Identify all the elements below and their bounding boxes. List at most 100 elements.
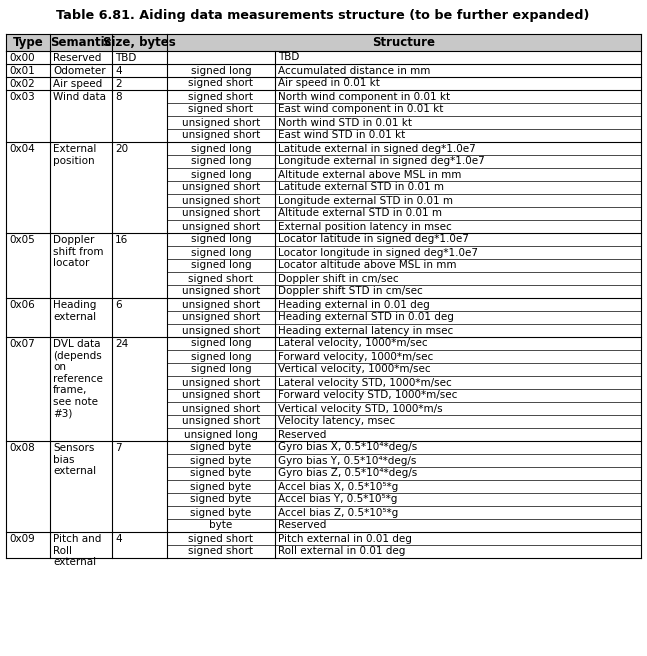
Text: unsigned short: unsigned short — [182, 377, 260, 388]
Bar — [6, 34, 641, 51]
Text: unsigned short: unsigned short — [182, 182, 260, 192]
Text: 0x02: 0x02 — [9, 79, 35, 89]
Text: 0x03: 0x03 — [9, 92, 35, 102]
Text: unsigned short: unsigned short — [182, 222, 260, 232]
Text: North wind STD in 0.01 kt: North wind STD in 0.01 kt — [278, 117, 412, 127]
Text: North wind component in 0.01 kt: North wind component in 0.01 kt — [278, 91, 450, 102]
Bar — [6, 337, 641, 441]
Text: unsigned short: unsigned short — [182, 117, 260, 127]
Text: 16: 16 — [115, 235, 128, 245]
Text: 8: 8 — [115, 92, 122, 102]
Text: unsigned short: unsigned short — [182, 209, 260, 218]
Text: signed byte: signed byte — [190, 468, 252, 478]
Text: Reserved: Reserved — [53, 53, 102, 63]
Text: 0x07: 0x07 — [9, 339, 35, 349]
Text: signed short: signed short — [188, 79, 254, 89]
Text: signed byte: signed byte — [190, 495, 252, 504]
Text: unsigned long: unsigned long — [184, 430, 258, 440]
Bar — [6, 142, 641, 233]
Text: Forward velocity, 1000*m/sec: Forward velocity, 1000*m/sec — [278, 352, 433, 361]
Text: Wind data: Wind data — [53, 92, 106, 102]
Text: Heading
external: Heading external — [53, 300, 96, 321]
Text: Heading external in 0.01 deg: Heading external in 0.01 deg — [278, 300, 430, 310]
Text: unsigned short: unsigned short — [182, 312, 260, 323]
Bar — [6, 298, 641, 337]
Text: unsigned short: unsigned short — [182, 403, 260, 413]
Text: Altitude external STD in 0.01 m: Altitude external STD in 0.01 m — [278, 209, 442, 218]
Text: 0x05: 0x05 — [9, 235, 35, 245]
Text: signed short: signed short — [188, 91, 254, 102]
Text: signed long: signed long — [191, 169, 251, 180]
Text: Reserved: Reserved — [278, 430, 326, 440]
Text: Vertical velocity STD, 1000*m/s: Vertical velocity STD, 1000*m/s — [278, 403, 443, 413]
Text: signed byte: signed byte — [190, 508, 252, 518]
Text: signed short: signed short — [188, 546, 254, 556]
Text: Sensors
bias
external: Sensors bias external — [53, 443, 96, 476]
Bar — [6, 77, 641, 90]
Text: 0x00: 0x00 — [9, 53, 35, 63]
Text: Table 6.81. Aiding data measurements structure (to be further expanded): Table 6.81. Aiding data measurements str… — [56, 9, 589, 22]
Text: signed byte: signed byte — [190, 482, 252, 491]
Text: Gyro bias Z, 0.5*10⁴*deg/s: Gyro bias Z, 0.5*10⁴*deg/s — [278, 468, 417, 478]
Text: Pitch and
Roll
external: Pitch and Roll external — [53, 534, 102, 567]
Text: signed short: signed short — [188, 104, 254, 115]
Text: Latitude external STD in 0.01 m: Latitude external STD in 0.01 m — [278, 182, 444, 192]
Text: 6: 6 — [115, 300, 122, 310]
Text: 0x06: 0x06 — [9, 300, 35, 310]
Text: Lateral velocity STD, 1000*m/sec: Lateral velocity STD, 1000*m/sec — [278, 377, 452, 388]
Text: Type: Type — [13, 36, 43, 49]
Text: DVL data
(depends
on
reference
frame,
see note
#3): DVL data (depends on reference frame, se… — [53, 339, 103, 419]
Text: 0x04: 0x04 — [9, 144, 35, 154]
Text: External position latency in msec: External position latency in msec — [278, 222, 452, 232]
Text: signed short: signed short — [188, 274, 254, 283]
Text: Accel bias X, 0.5*10⁵*g: Accel bias X, 0.5*10⁵*g — [278, 482, 399, 491]
Text: 4: 4 — [115, 66, 122, 76]
Text: Doppler shift STD in cm/sec: Doppler shift STD in cm/sec — [278, 287, 422, 297]
Text: signed long: signed long — [191, 365, 251, 375]
Text: Gyro bias X, 0.5*10⁴*deg/s: Gyro bias X, 0.5*10⁴*deg/s — [278, 443, 417, 453]
Text: Forward velocity STD, 1000*m/sec: Forward velocity STD, 1000*m/sec — [278, 390, 457, 401]
Text: External
position: External position — [53, 144, 96, 165]
Text: signed long: signed long — [191, 260, 251, 270]
Text: Accel bias Y, 0.5*10⁵*g: Accel bias Y, 0.5*10⁵*g — [278, 495, 397, 504]
Text: Altitude external above MSL in mm: Altitude external above MSL in mm — [278, 169, 461, 180]
Text: Doppler shift in cm/sec: Doppler shift in cm/sec — [278, 274, 399, 283]
Text: Size, bytes: Size, bytes — [103, 36, 176, 49]
Text: Locator longitude in signed deg*1.0e7: Locator longitude in signed deg*1.0e7 — [278, 247, 478, 258]
Text: signed long: signed long — [191, 144, 251, 154]
Text: signed short: signed short — [188, 533, 254, 544]
Bar — [6, 441, 641, 532]
Text: Structure: Structure — [373, 36, 435, 49]
Text: Gyro bias Y, 0.5*10⁴*deg/s: Gyro bias Y, 0.5*10⁴*deg/s — [278, 455, 417, 466]
Text: unsigned short: unsigned short — [182, 390, 260, 401]
Text: Reserved: Reserved — [278, 520, 326, 531]
Text: 0x01: 0x01 — [9, 66, 35, 76]
Bar — [6, 532, 641, 558]
Text: 20: 20 — [115, 144, 128, 154]
Text: unsigned short: unsigned short — [182, 131, 260, 140]
Text: Pitch external in 0.01 deg: Pitch external in 0.01 deg — [278, 533, 412, 544]
Bar — [6, 51, 641, 64]
Text: Air speed in 0.01 kt: Air speed in 0.01 kt — [278, 79, 380, 89]
Text: 4: 4 — [115, 534, 122, 544]
Text: 7: 7 — [115, 443, 122, 453]
Text: unsigned short: unsigned short — [182, 300, 260, 310]
Text: unsigned short: unsigned short — [182, 287, 260, 297]
Text: Longitude external STD in 0.01 m: Longitude external STD in 0.01 m — [278, 195, 453, 205]
Text: signed long: signed long — [191, 338, 251, 348]
Text: signed long: signed long — [191, 66, 251, 75]
Text: Heading external latency in msec: Heading external latency in msec — [278, 325, 454, 335]
Text: 0x08: 0x08 — [9, 443, 35, 453]
Bar — [6, 233, 641, 298]
Text: unsigned short: unsigned short — [182, 195, 260, 205]
Text: Semantic: Semantic — [50, 36, 112, 49]
Text: 2: 2 — [115, 79, 122, 89]
Text: Odometer: Odometer — [53, 66, 105, 76]
Text: Accumulated distance in mm: Accumulated distance in mm — [278, 66, 430, 75]
Text: Vertical velocity, 1000*m/sec: Vertical velocity, 1000*m/sec — [278, 365, 431, 375]
Text: Heading external STD in 0.01 deg: Heading external STD in 0.01 deg — [278, 312, 454, 323]
Text: signed byte: signed byte — [190, 443, 252, 453]
Text: byte: byte — [210, 520, 233, 531]
Text: TBD: TBD — [115, 53, 137, 63]
Text: Longitude external in signed deg*1.0e7: Longitude external in signed deg*1.0e7 — [278, 157, 485, 167]
